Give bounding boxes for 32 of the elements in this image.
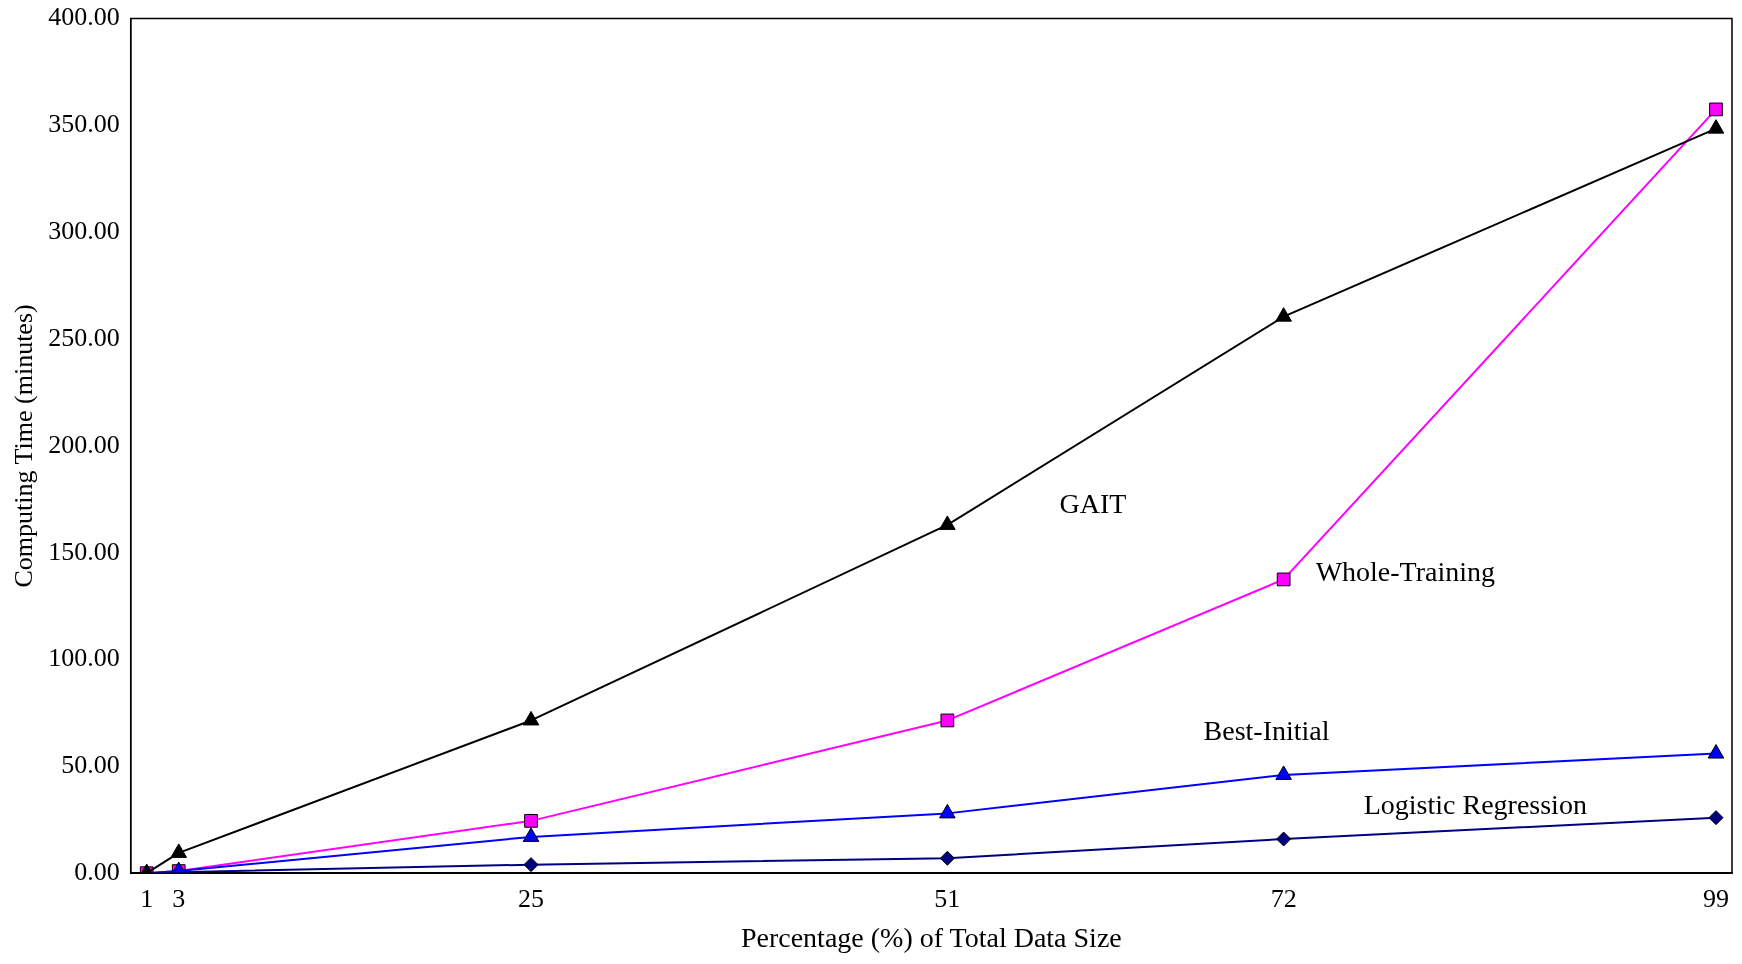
point bbox=[1707, 744, 1725, 759]
y-axis-title: Computing Time (minutes) bbox=[9, 304, 39, 588]
point bbox=[939, 850, 955, 866]
y-tick-label: 200.00 bbox=[48, 429, 120, 459]
x-axis-title: Percentage (%) of Total Data Size bbox=[740, 921, 1122, 953]
y-tick-label: 50.00 bbox=[61, 750, 120, 780]
x-tick-label: 1 bbox=[140, 883, 154, 913]
y-tick-label: 150.00 bbox=[48, 536, 120, 566]
y-tick-label: 300.00 bbox=[48, 216, 120, 246]
point bbox=[939, 803, 956, 819]
series-label: Best-Initial bbox=[1203, 714, 1330, 746]
point bbox=[1275, 307, 1292, 322]
y-tick-label: 100.00 bbox=[48, 643, 120, 673]
x-tick-label: 25 bbox=[518, 883, 545, 913]
point bbox=[1707, 119, 1725, 134]
point bbox=[939, 515, 956, 530]
x-tick-label: 99 bbox=[1702, 883, 1729, 913]
series-label: Logistic Regression bbox=[1363, 789, 1587, 821]
y-tick-label: 350.00 bbox=[48, 109, 120, 139]
series-label: GAIT bbox=[1059, 488, 1127, 520]
point bbox=[170, 843, 188, 858]
point bbox=[1275, 765, 1292, 780]
y-tick-label: 0.00 bbox=[74, 857, 120, 887]
point bbox=[522, 827, 540, 842]
point bbox=[524, 813, 538, 828]
x-tick-label: 3 bbox=[172, 883, 186, 913]
x-tick-label: 72 bbox=[1270, 883, 1297, 913]
y-tick-label: 400.00 bbox=[48, 2, 120, 32]
series-label: Whole-Training bbox=[1315, 556, 1496, 588]
point bbox=[522, 710, 540, 726]
y-tick-label: 250.00 bbox=[48, 322, 120, 352]
x-tick-label: 51 bbox=[934, 883, 961, 913]
